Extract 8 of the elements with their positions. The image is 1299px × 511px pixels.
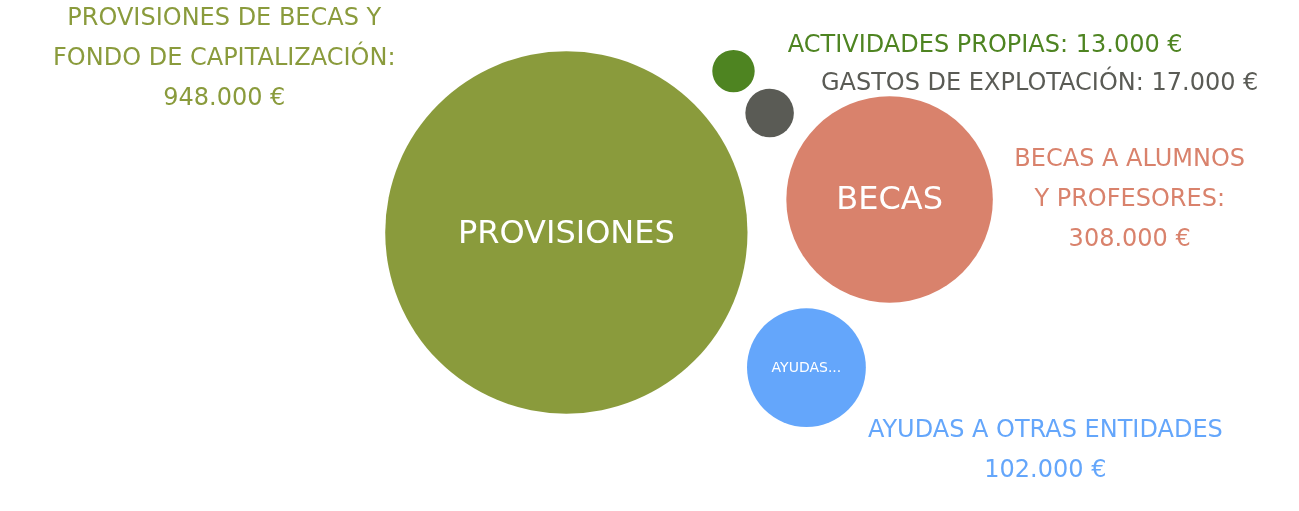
data-label: GASTOS DE EXPLOTACIÓN: 17.000 € (820, 66, 1259, 97)
data-label: AYUDAS A OTRAS ENTIDADES 102.000 € (867, 414, 1223, 483)
category-label: PROVISIONES (457, 212, 675, 251)
category-label: AYUDAS... (771, 358, 842, 375)
data-label: PROVISIONES DE BECAS Y FONDO DE CAPITALIZACIÓN: 948.000 € (53, 3, 396, 112)
category-label: BECAS (836, 179, 943, 218)
data-label: BECAS A ALUMNOS Y PROFESORES: 308.000 € (1014, 144, 1246, 253)
data-label: ACTIVIDADES PROPIAS: 13.000 € (787, 29, 1183, 58)
